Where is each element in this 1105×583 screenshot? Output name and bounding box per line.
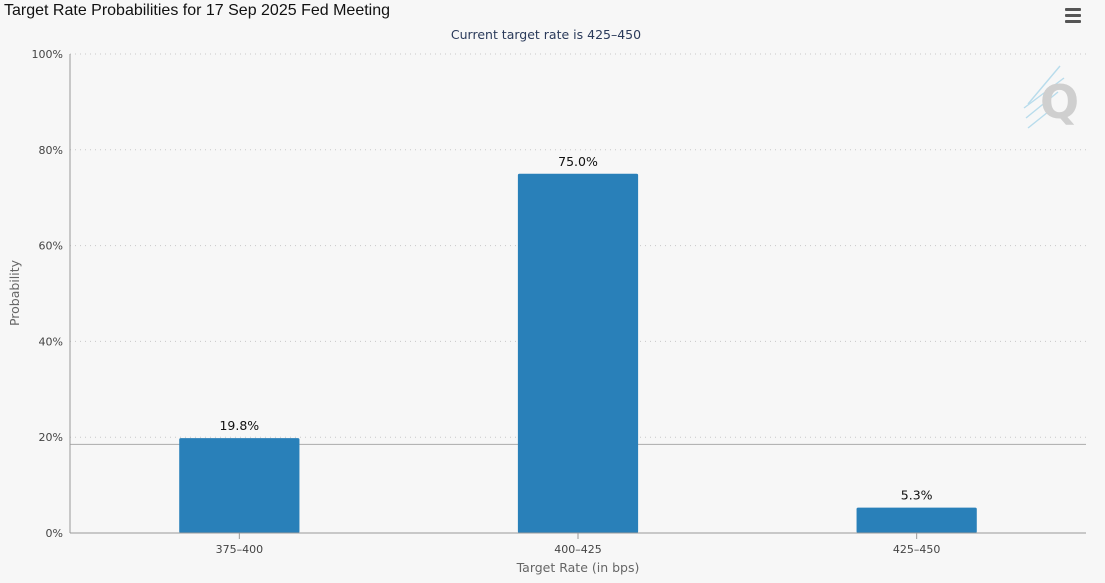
y-axis-title: Probability <box>7 259 22 326</box>
y-tick-label: 100% <box>32 48 63 61</box>
bar <box>179 438 300 533</box>
x-tick-label: 375–400 <box>216 543 264 556</box>
y-tick-label: 40% <box>39 335 63 348</box>
x-tick-label: 400–425 <box>554 543 602 556</box>
bars <box>179 173 977 533</box>
chart-title: Target Rate Probabilities for 17 Sep 202… <box>4 2 391 19</box>
bar <box>517 173 639 533</box>
quikstrike-q-logo-icon: Q <box>1023 65 1079 129</box>
data-label: 75.0% <box>558 154 598 169</box>
svg-text:Q: Q <box>1040 75 1079 129</box>
x-tick-label: 425–450 <box>893 543 941 556</box>
data-labels: 19.8% 75.0% 5.3% <box>219 154 932 503</box>
y-tick-label: 60% <box>39 240 63 253</box>
data-label: 19.8% <box>219 418 259 433</box>
y-tick-label: 0% <box>46 527 63 540</box>
chart-subtitle: Current target rate is 425–450 <box>450 27 642 42</box>
bar <box>856 507 977 533</box>
x-axis-title: Target Rate (in bps) <box>516 560 640 575</box>
hamburger-menu-icon[interactable] <box>1062 6 1084 24</box>
x-axis: 375–400 400–425 425–450 <box>70 532 1086 556</box>
y-axis: 0% 20% 40% 60% 80% 100% <box>32 48 71 540</box>
y-tick-label: 20% <box>39 431 63 444</box>
data-label: 5.3% <box>901 488 933 503</box>
y-tick-label: 80% <box>39 144 63 157</box>
